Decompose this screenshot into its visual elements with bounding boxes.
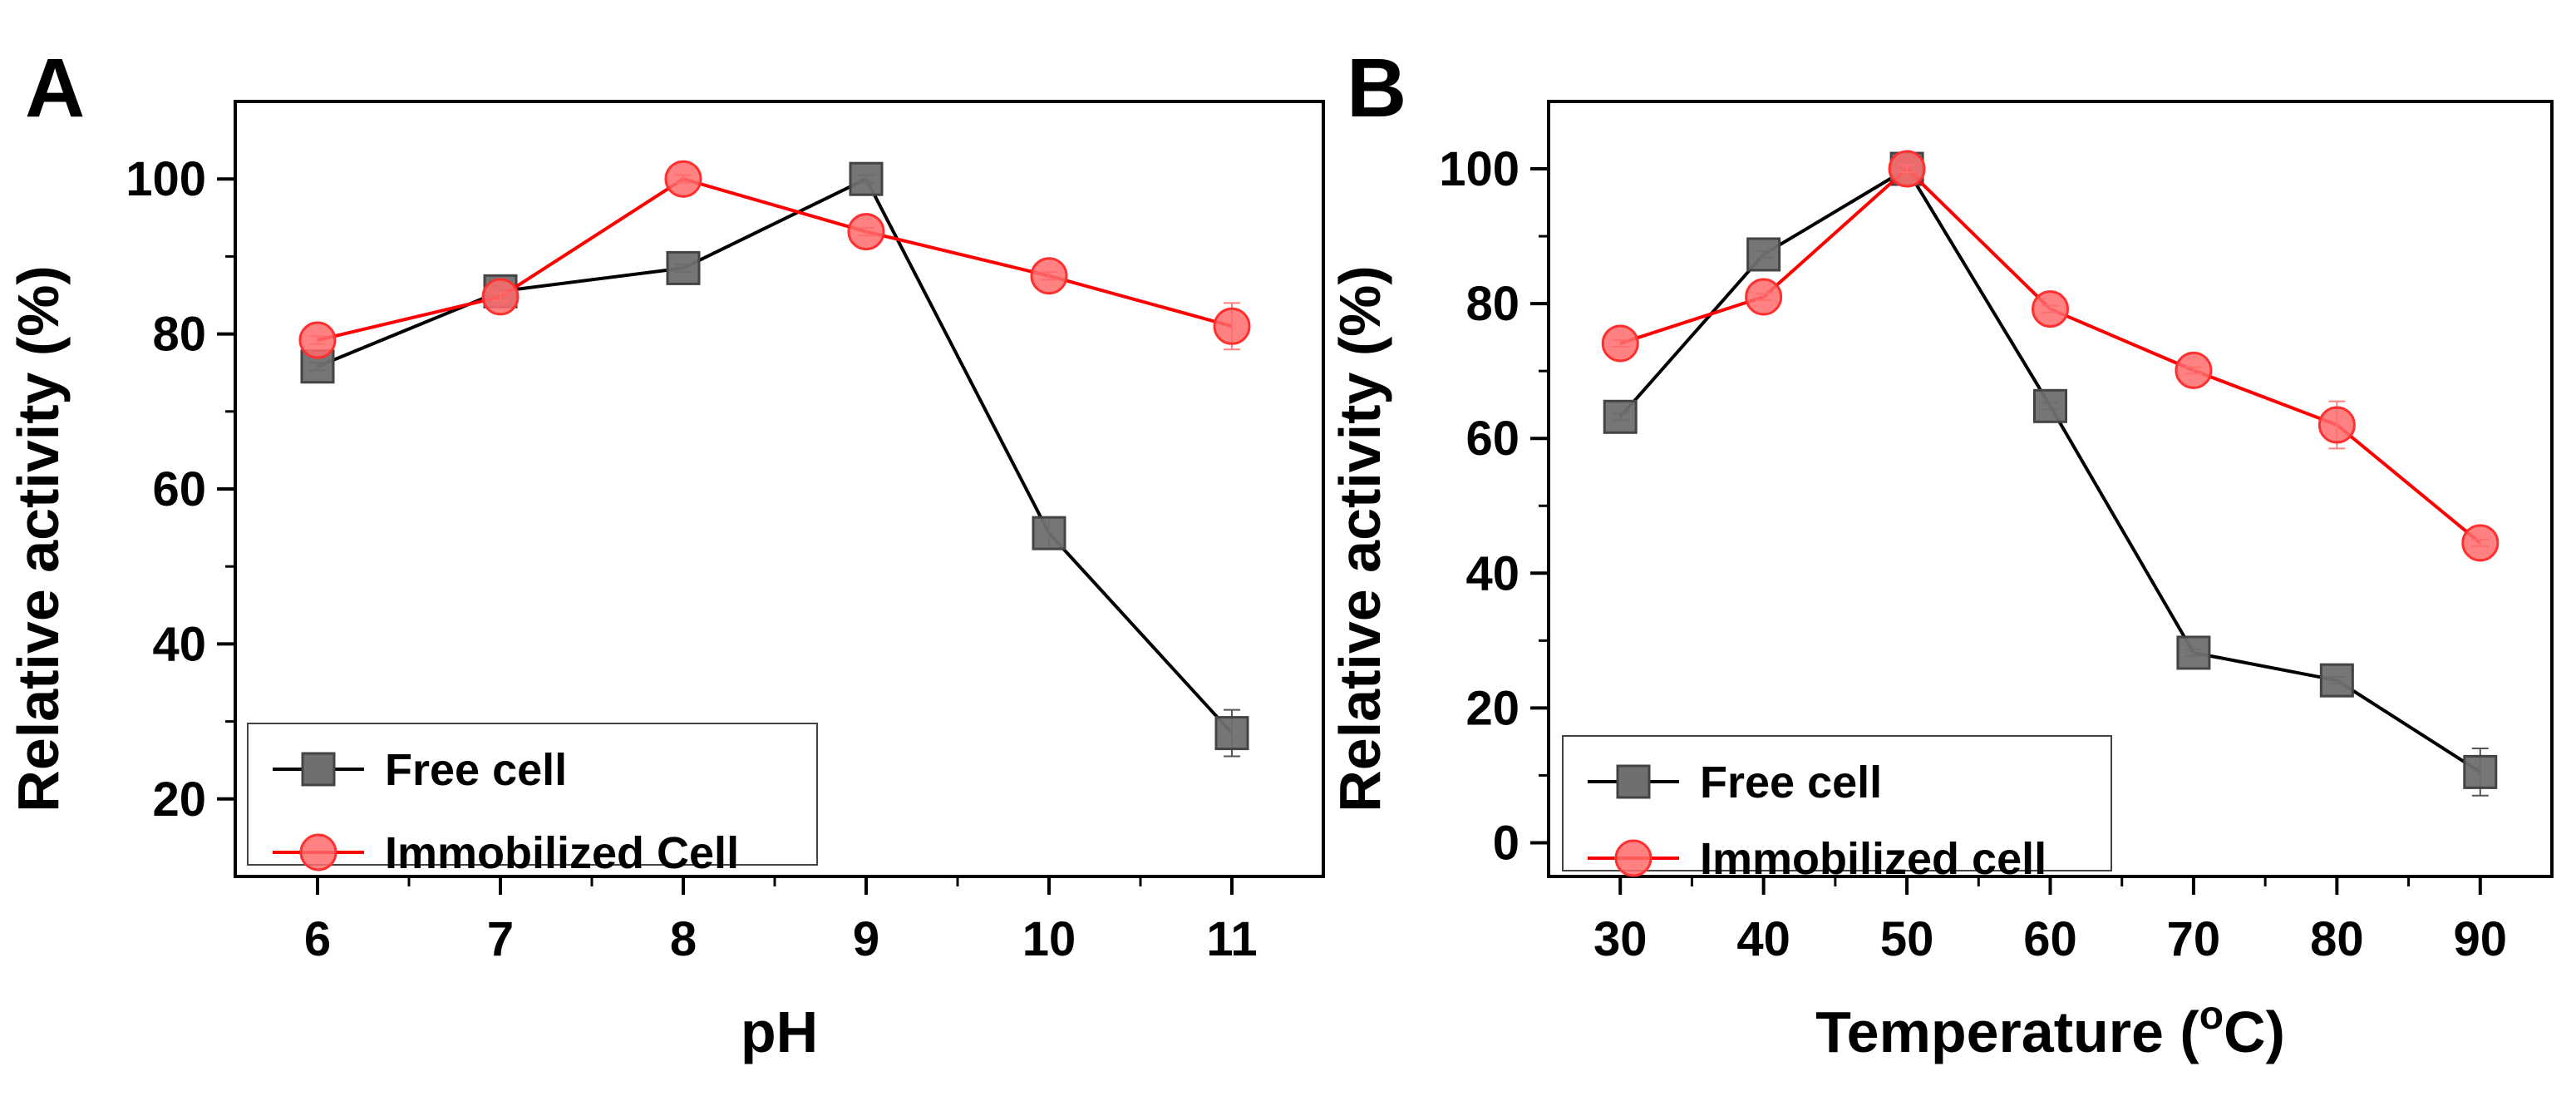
data-point-circle [2032, 290, 2069, 328]
data-point-circle [1745, 278, 1783, 316]
data-point-circle [2461, 524, 2500, 562]
y-axis-label: Relative activity (%) [1327, 265, 1392, 812]
series-free-cell [300, 161, 1249, 758]
x-tick-label: 6 [304, 912, 331, 966]
y-tick-label: 100 [1439, 142, 1519, 196]
data-point-circle [1030, 257, 1068, 295]
data-point-square [849, 161, 884, 196]
x-tick-label: 8 [670, 912, 697, 966]
x-axis-label: Temperature (oC) [1815, 994, 2285, 1064]
data-point-circle [2317, 406, 2356, 444]
x-tick-label: 40 [1736, 912, 1790, 966]
legend: Free cell Immobilized Cell [247, 723, 818, 878]
panel-letter: A [25, 42, 85, 135]
data-point-square [2176, 635, 2211, 670]
data-point-circle [481, 278, 520, 316]
legend-label: Free cell [385, 745, 567, 795]
data-point-square [1603, 399, 1638, 434]
data-point-square [2463, 754, 2498, 789]
series-immobilized-cell [298, 160, 1251, 359]
y-tick-label: 60 [1465, 412, 1519, 466]
data-point-square [1032, 516, 1066, 550]
y-tick-label: 100 [126, 152, 206, 206]
legend-label: Immobilized cell [1700, 834, 2047, 884]
x-tick-label: 9 [853, 912, 879, 966]
data-point-circle [298, 321, 337, 359]
data-point-square [2033, 388, 2067, 423]
x-axis-label: pH [741, 1000, 818, 1064]
chart-panel-a: 6 7 8 9 10 11 20 40 60 80 100 ApH Relative activity … [6, 42, 1325, 1064]
x-tick-label: 60 [2023, 912, 2077, 966]
x-tick-label: 30 [1593, 912, 1648, 966]
chart-panel-b: 30 40 50 60 70 80 90 0 20 40 60 80 100 B Temperature (… [1327, 42, 2554, 1064]
data-point-circle [847, 213, 885, 251]
x-axis-label-tail: C) [2224, 1000, 2285, 1064]
legend-box [247, 723, 818, 866]
data-point-circle [664, 160, 702, 198]
legend-marker-circle [299, 833, 337, 871]
legend-box [1562, 735, 2112, 871]
data-point-circle [1213, 307, 1251, 345]
series-immobilized-cell [1601, 150, 2500, 562]
series-line [317, 176, 1234, 734]
x-axis-label-main: Temperature ( [1815, 1000, 2199, 1064]
legend-marker-square [1616, 764, 1651, 799]
y-tick-label: 40 [1465, 546, 1519, 600]
legend-marker-square [301, 752, 336, 787]
data-point-circle [2175, 351, 2213, 389]
x-axis-label-superscript: o [2199, 994, 2224, 1038]
data-point-square [666, 250, 701, 285]
y-tick-label: 40 [152, 617, 206, 671]
x-tick-label: 90 [2454, 912, 2508, 966]
x-tick-label: 50 [1880, 912, 1934, 966]
y-tick-label: 80 [152, 308, 206, 362]
data-point-circle [1601, 324, 1639, 363]
x-tick-label: 10 [1022, 912, 1076, 966]
y-tick-label: 60 [152, 462, 206, 516]
series-free-cell [1603, 151, 2498, 797]
legend-label: Immobilized Cell [385, 828, 739, 878]
panel-letter: B [1347, 42, 1406, 135]
x-tick-label: 80 [2310, 912, 2364, 966]
x-tick-label: 11 [1206, 912, 1257, 966]
y-axis-label: Relative activity (%) [6, 265, 71, 812]
legend-label: Free cell [1700, 758, 1882, 807]
y-tick-label: 80 [1465, 277, 1519, 331]
legend-marker-circle [1614, 839, 1652, 877]
series-line [317, 177, 1233, 343]
y-tick-label: 20 [152, 773, 206, 827]
x-tick-label: 7 [487, 912, 514, 966]
legend: Free cell Immobilized cell [1562, 735, 2112, 884]
y-tick-label: 0 [1493, 816, 1519, 870]
data-point-circle [1888, 150, 1926, 188]
data-point-square [1746, 237, 1781, 272]
x-tick-label: 70 [2167, 912, 2221, 966]
data-point-square [2319, 663, 2354, 698]
y-tick-label: 20 [1465, 681, 1519, 735]
series-line [1619, 166, 2482, 545]
data-point-square [1214, 716, 1249, 751]
